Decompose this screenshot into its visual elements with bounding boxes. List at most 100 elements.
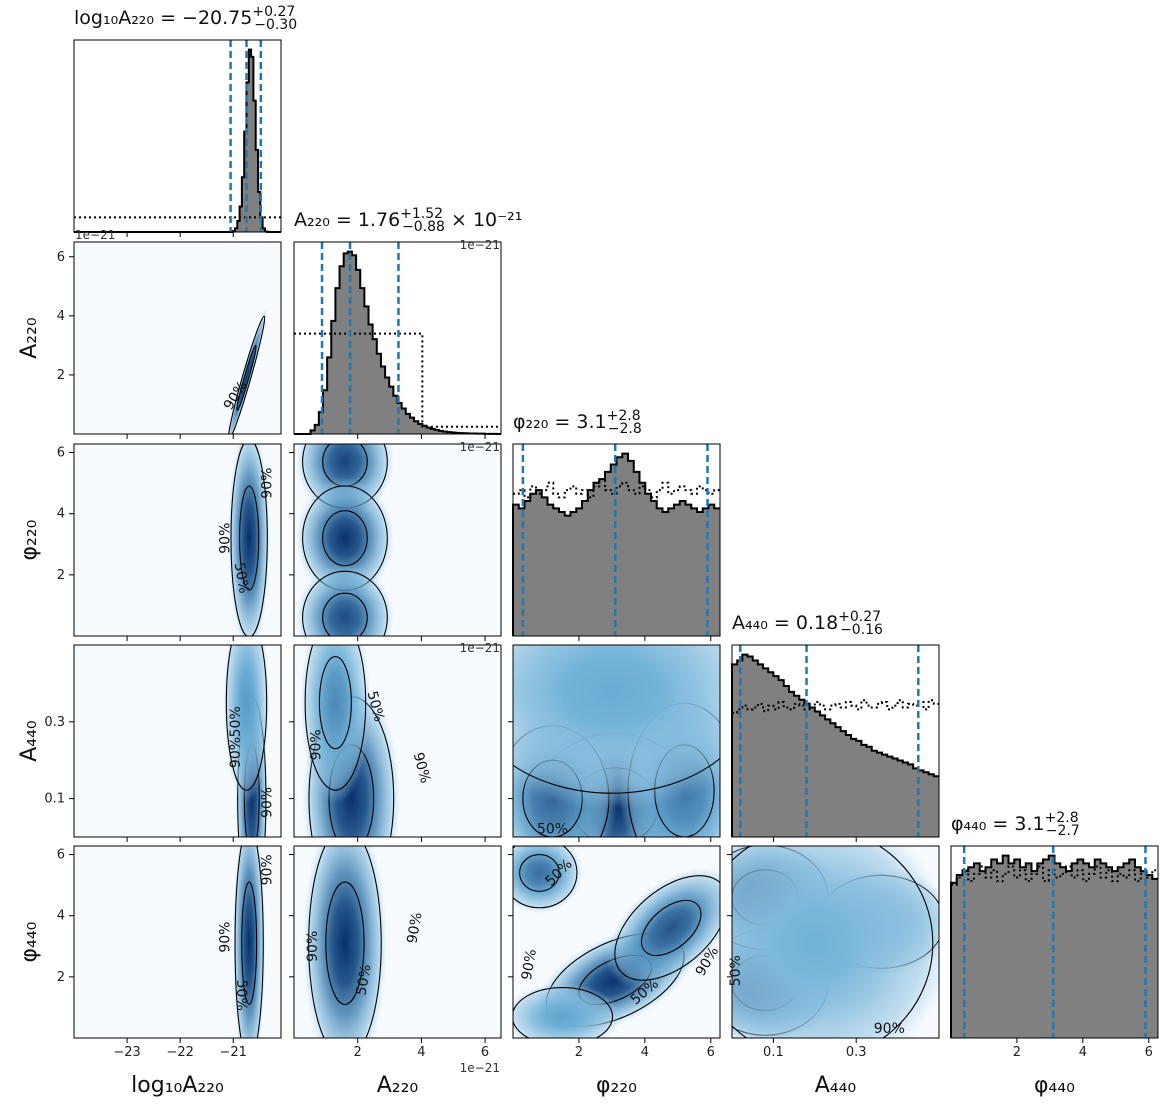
contour-label: 90% — [260, 854, 276, 885]
y-tick-label: 4 — [57, 507, 65, 522]
panel-frame — [293, 241, 502, 435]
y-tick-label: 4 — [57, 909, 65, 924]
histogram-edge-A440 — [731, 653, 939, 837]
density-panel-phi220-vs-log10A220 — [74, 444, 281, 636]
contour-label: 90% — [260, 468, 276, 499]
histogram-edge-A220 — [294, 250, 501, 435]
y-axis-label-A440: A₄₄₀ — [17, 720, 42, 762]
x-tick-label: 2 — [575, 1045, 583, 1060]
contour-label: 90% — [410, 751, 434, 785]
histogram-edge-phi440 — [950, 854, 1158, 1038]
contour-50-percent — [239, 485, 260, 591]
density-panel-A440-vs-log10A220 — [74, 645, 281, 837]
panel-frame — [293, 443, 502, 637]
density-panel-A220-vs-log10A220 — [74, 242, 281, 434]
contour-90-percent — [227, 315, 266, 434]
x-tick-label: 2 — [1013, 1045, 1021, 1060]
x-axis-label-phi440: φ₄₄₀ — [1034, 1073, 1075, 1098]
panel-title-A440: A₄₄₀ = 0.18+0.27 −0.16 — [732, 609, 883, 638]
contour-90-percent — [513, 757, 720, 794]
x-offset-label-A220: 1e−21 — [460, 440, 500, 454]
panel-frame — [512, 443, 721, 637]
title-main: φ₂₂₀ = 3.1 — [513, 411, 607, 433]
density-panel-phi440-vs-A440 — [732, 846, 939, 1038]
x-axis-label-A440: A₄₄₀ — [815, 1073, 857, 1098]
y-tick-label: 0.3 — [44, 715, 65, 730]
panel-frame — [293, 845, 502, 1039]
density-blob — [732, 846, 939, 1038]
histogram-edge-phi220 — [512, 452, 720, 636]
density-panel-phi440-vs-phi220 — [513, 846, 720, 1038]
x-axis-label-log10A220: log₁₀A₂₂₀ — [131, 1073, 224, 1098]
panel-frame — [731, 845, 940, 1039]
title-upper-error: +2.8 — [607, 408, 641, 424]
x-tick-label: −21 — [220, 1045, 247, 1060]
y-tick-label: 6 — [57, 848, 65, 863]
density-blob — [295, 477, 394, 599]
x-offset-label-A220-bottom: 1e−21 — [460, 1061, 500, 1075]
y-tick-label: 0.1 — [44, 792, 65, 807]
y-tick-label: 6 — [57, 250, 65, 265]
panel-frame — [73, 241, 282, 435]
panel-frame — [73, 443, 282, 637]
x-offset-label-A220: 1e−21 — [460, 238, 500, 252]
density-panel-A440-vs-phi220 — [513, 645, 720, 837]
contour-90-percent — [614, 875, 720, 981]
y-axis-label-A220: A₂₂₀ — [17, 317, 42, 359]
contour-label: 90% — [404, 911, 425, 944]
density-panel-A440-vs-A220 — [294, 645, 501, 837]
y-tick-label: 6 — [57, 446, 65, 461]
x-axis-label-phi220: φ₂₂₀ — [596, 1073, 637, 1098]
panel-frame — [731, 644, 940, 838]
title-main: φ₄₄₀ = 3.1 — [951, 813, 1045, 835]
prior-histogram-A440 — [732, 699, 939, 714]
density-blob — [605, 867, 720, 989]
contour-90-percent — [308, 846, 382, 1038]
contour-label: 50% — [728, 955, 744, 986]
title-lower-error: −0.88 — [402, 219, 445, 235]
title-main: A₂₂₀ = 1.76 — [294, 209, 400, 231]
panel-frame — [512, 644, 721, 838]
density-background — [74, 242, 281, 434]
contour-90-percent — [513, 846, 578, 909]
y-axis-label-phi220: φ₂₂₀ — [17, 519, 42, 560]
x-tick-label: 4 — [417, 1045, 425, 1060]
x-axis-label-A220: A₂₂₀ — [377, 1073, 419, 1098]
y-tick-label: 4 — [57, 309, 65, 324]
y-offset-label-A220: 1e−21 — [75, 228, 115, 242]
x-tick-label: 6 — [481, 1045, 489, 1060]
title-upper-error: +0.27 — [838, 609, 881, 625]
contour-label: 50% — [353, 963, 374, 996]
histogram-fill-phi220 — [513, 453, 720, 636]
title-lower-error: −2.8 — [608, 421, 642, 437]
contour-50-percent — [322, 592, 368, 636]
x-tick-label: 6 — [1145, 1045, 1153, 1060]
contour-label: 50% — [228, 706, 244, 737]
x-tick-label: 0.1 — [763, 1045, 784, 1060]
density-blob — [513, 645, 720, 810]
title-main: A₄₄₀ = 0.18 — [732, 612, 838, 634]
x-tick-label: 6 — [707, 1045, 715, 1060]
y-tick-label: 2 — [57, 970, 65, 985]
density-blob — [300, 645, 371, 804]
density-blob — [302, 846, 387, 1038]
panel-title-phi440: φ₄₄₀ = 3.1+2.8 −2.7 — [951, 810, 1080, 839]
histogram-fill-A440 — [732, 654, 939, 837]
x-tick-label: 4 — [641, 1045, 649, 1060]
contour-label: 90% — [305, 931, 321, 962]
x-offset-label-A220: 1e−21 — [460, 641, 500, 655]
contour-label: 90% — [519, 948, 540, 981]
title-main: log₁₀A₂₂₀ = −20.75 — [74, 7, 252, 29]
density-blob — [513, 982, 621, 1038]
x-tick-label: −23 — [113, 1045, 140, 1060]
contour-label: 90% — [228, 737, 244, 768]
contour-90-percent — [513, 987, 614, 1038]
contour-50-percent — [318, 655, 352, 750]
contour-label: 90% — [260, 787, 276, 818]
contour-90-percent — [225, 645, 268, 791]
contour-50-percent — [519, 854, 560, 892]
histogram-fill-phi440 — [951, 855, 1158, 1038]
contour-90-percent — [234, 846, 264, 1038]
contour-50-percent — [236, 344, 257, 411]
